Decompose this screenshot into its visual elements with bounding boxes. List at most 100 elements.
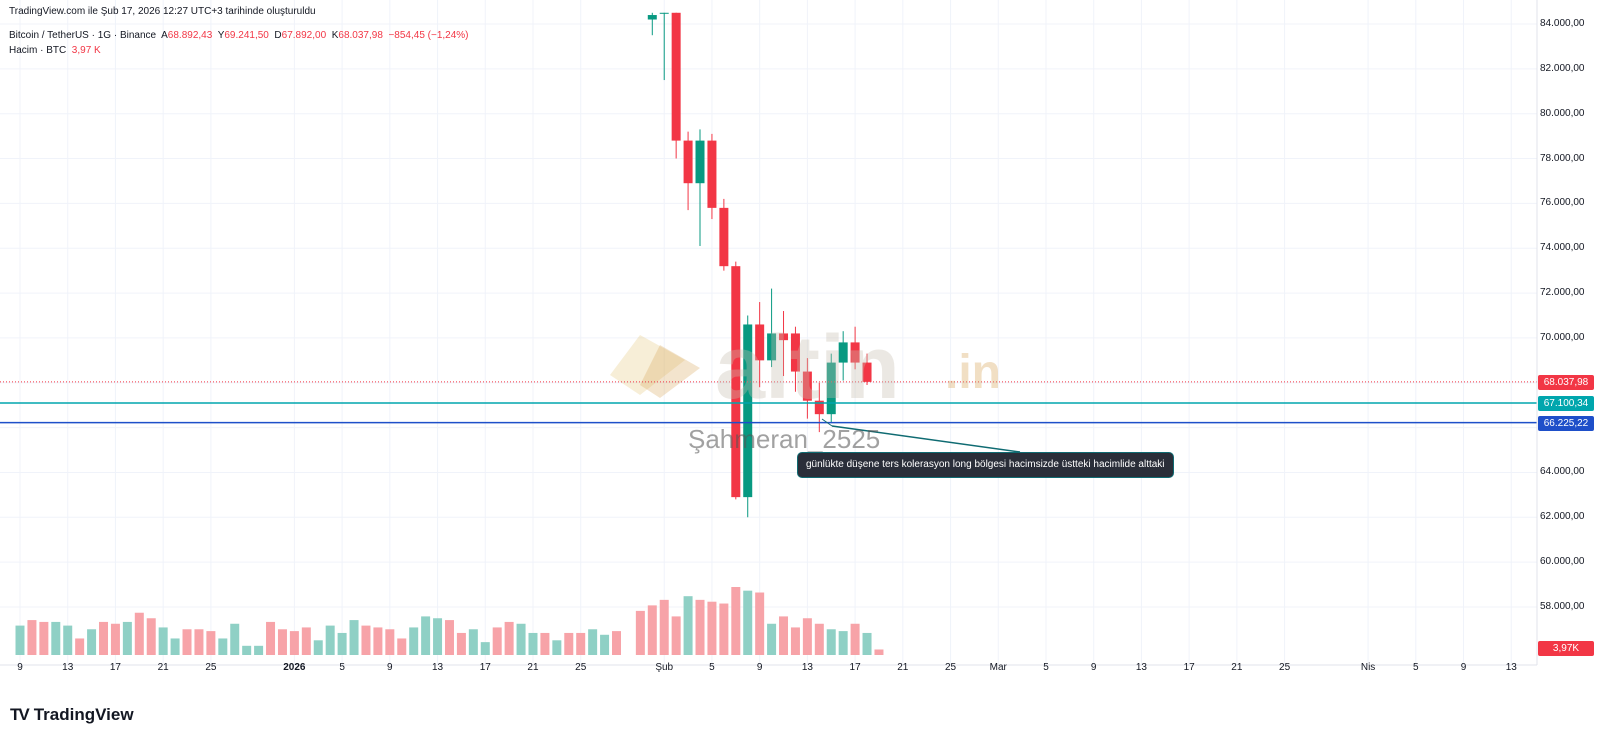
volume-bar	[337, 632, 347, 655]
time-tick-label: 9	[756, 662, 763, 673]
horizontal-lines[interactable]	[0, 381, 1537, 424]
annotation-callout[interactable]: günlükte düşene ters kolerasyon long böl…	[797, 452, 1174, 478]
created-note: TradingView.com ile Şub 17, 2026 12:27 U…	[9, 6, 316, 17]
volume-bar	[27, 620, 37, 655]
volume-bar	[588, 629, 598, 655]
volume-bar	[301, 627, 311, 655]
price-tick-label: 80.000,00	[1540, 107, 1585, 119]
price-tick-label: 70.000,00	[1540, 331, 1585, 343]
volume-bar	[743, 590, 753, 655]
time-tick-label: Şub	[655, 662, 674, 673]
volume-bar	[612, 631, 621, 655]
time-tick-label: 13	[431, 662, 444, 673]
volume-bar	[719, 603, 729, 655]
high-label: Y	[217, 30, 225, 41]
volume-bar	[277, 629, 287, 655]
watermark-author: Şahmeran_2525	[688, 424, 881, 454]
time-tick-label: 5	[709, 662, 715, 673]
volume-value: 3,97 K	[71, 45, 101, 56]
candle-body	[779, 333, 789, 341]
price-tick-label: 74.000,00	[1540, 242, 1585, 254]
volume-bar	[361, 625, 371, 655]
candle-body	[647, 15, 657, 20]
volume-bar	[683, 596, 693, 655]
open-value: 68.892,43	[167, 30, 213, 41]
candle-body	[802, 371, 812, 401]
low-value: 67.892,00	[281, 30, 327, 41]
volume-bar	[63, 625, 73, 655]
candle-body	[826, 362, 836, 415]
time-tick-label: 21	[897, 662, 909, 673]
candle-body	[838, 342, 848, 363]
volume-bar	[230, 623, 240, 655]
time-tick-label: 9	[17, 662, 23, 673]
volume-bar	[218, 638, 228, 655]
time-tick-label: Nis	[1360, 662, 1376, 673]
time-tick-label: 17	[1183, 662, 1195, 673]
volume-bar	[850, 623, 860, 655]
volume-bar	[480, 642, 490, 655]
volume-bar	[779, 616, 789, 655]
volume-bar	[87, 629, 97, 655]
price-tick-label: 64.000,00	[1540, 466, 1585, 478]
volume-bar	[254, 645, 264, 655]
change-value: −854,45 (−1,24%)	[388, 30, 469, 41]
volume-bar	[468, 629, 478, 655]
volume-bar	[409, 627, 419, 655]
time-tick-label: 9	[1460, 662, 1467, 673]
symbol-info: Bitcoin / TetherUS · 1G · Binance A68.89…	[9, 30, 469, 41]
time-tick-label: 9	[1090, 662, 1097, 673]
volume-label[interactable]: Hacim · BTC	[9, 45, 67, 56]
volume-bar	[755, 592, 765, 655]
volume-bars	[15, 587, 884, 655]
time-tick-label: 25	[1279, 662, 1291, 673]
volume-bar	[826, 629, 836, 655]
time-tick-label: 25	[575, 662, 587, 673]
time-tick-label: 21	[1231, 662, 1243, 673]
candle-body	[743, 324, 753, 498]
time-tick-label: 13	[1505, 662, 1517, 673]
volume-bar	[707, 601, 717, 655]
volume-bar	[397, 638, 407, 655]
brand-name: TradingView	[33, 705, 134, 724]
volume-bar	[862, 632, 872, 655]
volume-bar	[576, 632, 586, 655]
volume-bar	[349, 620, 359, 655]
price-tick-label: 82.000,00	[1540, 62, 1585, 74]
watermark-text: altin	[715, 318, 901, 418]
volume-bar	[444, 620, 454, 655]
candle-body	[683, 140, 693, 184]
volume-axis-label: 3,97K	[1538, 641, 1594, 656]
volume-bar	[170, 638, 180, 655]
time-tick-label: 17	[479, 662, 491, 673]
volume-bar	[15, 625, 25, 655]
volume-bar	[695, 599, 705, 655]
low-label: D	[274, 30, 282, 41]
time-tick-label: 5	[1413, 662, 1419, 673]
time-tick-label: 13	[1135, 662, 1147, 673]
price-tick-label: 76.000,00	[1540, 197, 1585, 209]
volume-bar	[194, 629, 204, 655]
price-tick-label: 84.000,00	[1540, 18, 1585, 29]
volume-bar	[802, 618, 812, 655]
volume-bar	[516, 623, 526, 655]
candle-body	[659, 12, 669, 14]
volume-bar	[731, 587, 741, 655]
volume-bar	[110, 623, 120, 655]
time-tick-label: 5	[339, 662, 345, 673]
volume-bar	[385, 629, 395, 655]
time-tick-label: 13	[62, 662, 74, 673]
symbol-name[interactable]: Bitcoin / TetherUS · 1G · Binance	[9, 30, 157, 41]
tradingview-logo-icon: TV	[10, 705, 30, 724]
volume-bar	[75, 638, 85, 655]
time-tick-label: 25	[205, 662, 217, 673]
volume-bar	[874, 649, 884, 655]
volume-bar	[504, 621, 514, 655]
volume-info: Hacim · BTC 3,97 K	[9, 45, 101, 56]
price-line-label: 66.225,22	[1538, 415, 1594, 431]
volume-bar	[313, 640, 323, 655]
volume-bar	[433, 618, 443, 655]
volume-bar	[790, 627, 800, 655]
volume-bar	[146, 618, 156, 655]
